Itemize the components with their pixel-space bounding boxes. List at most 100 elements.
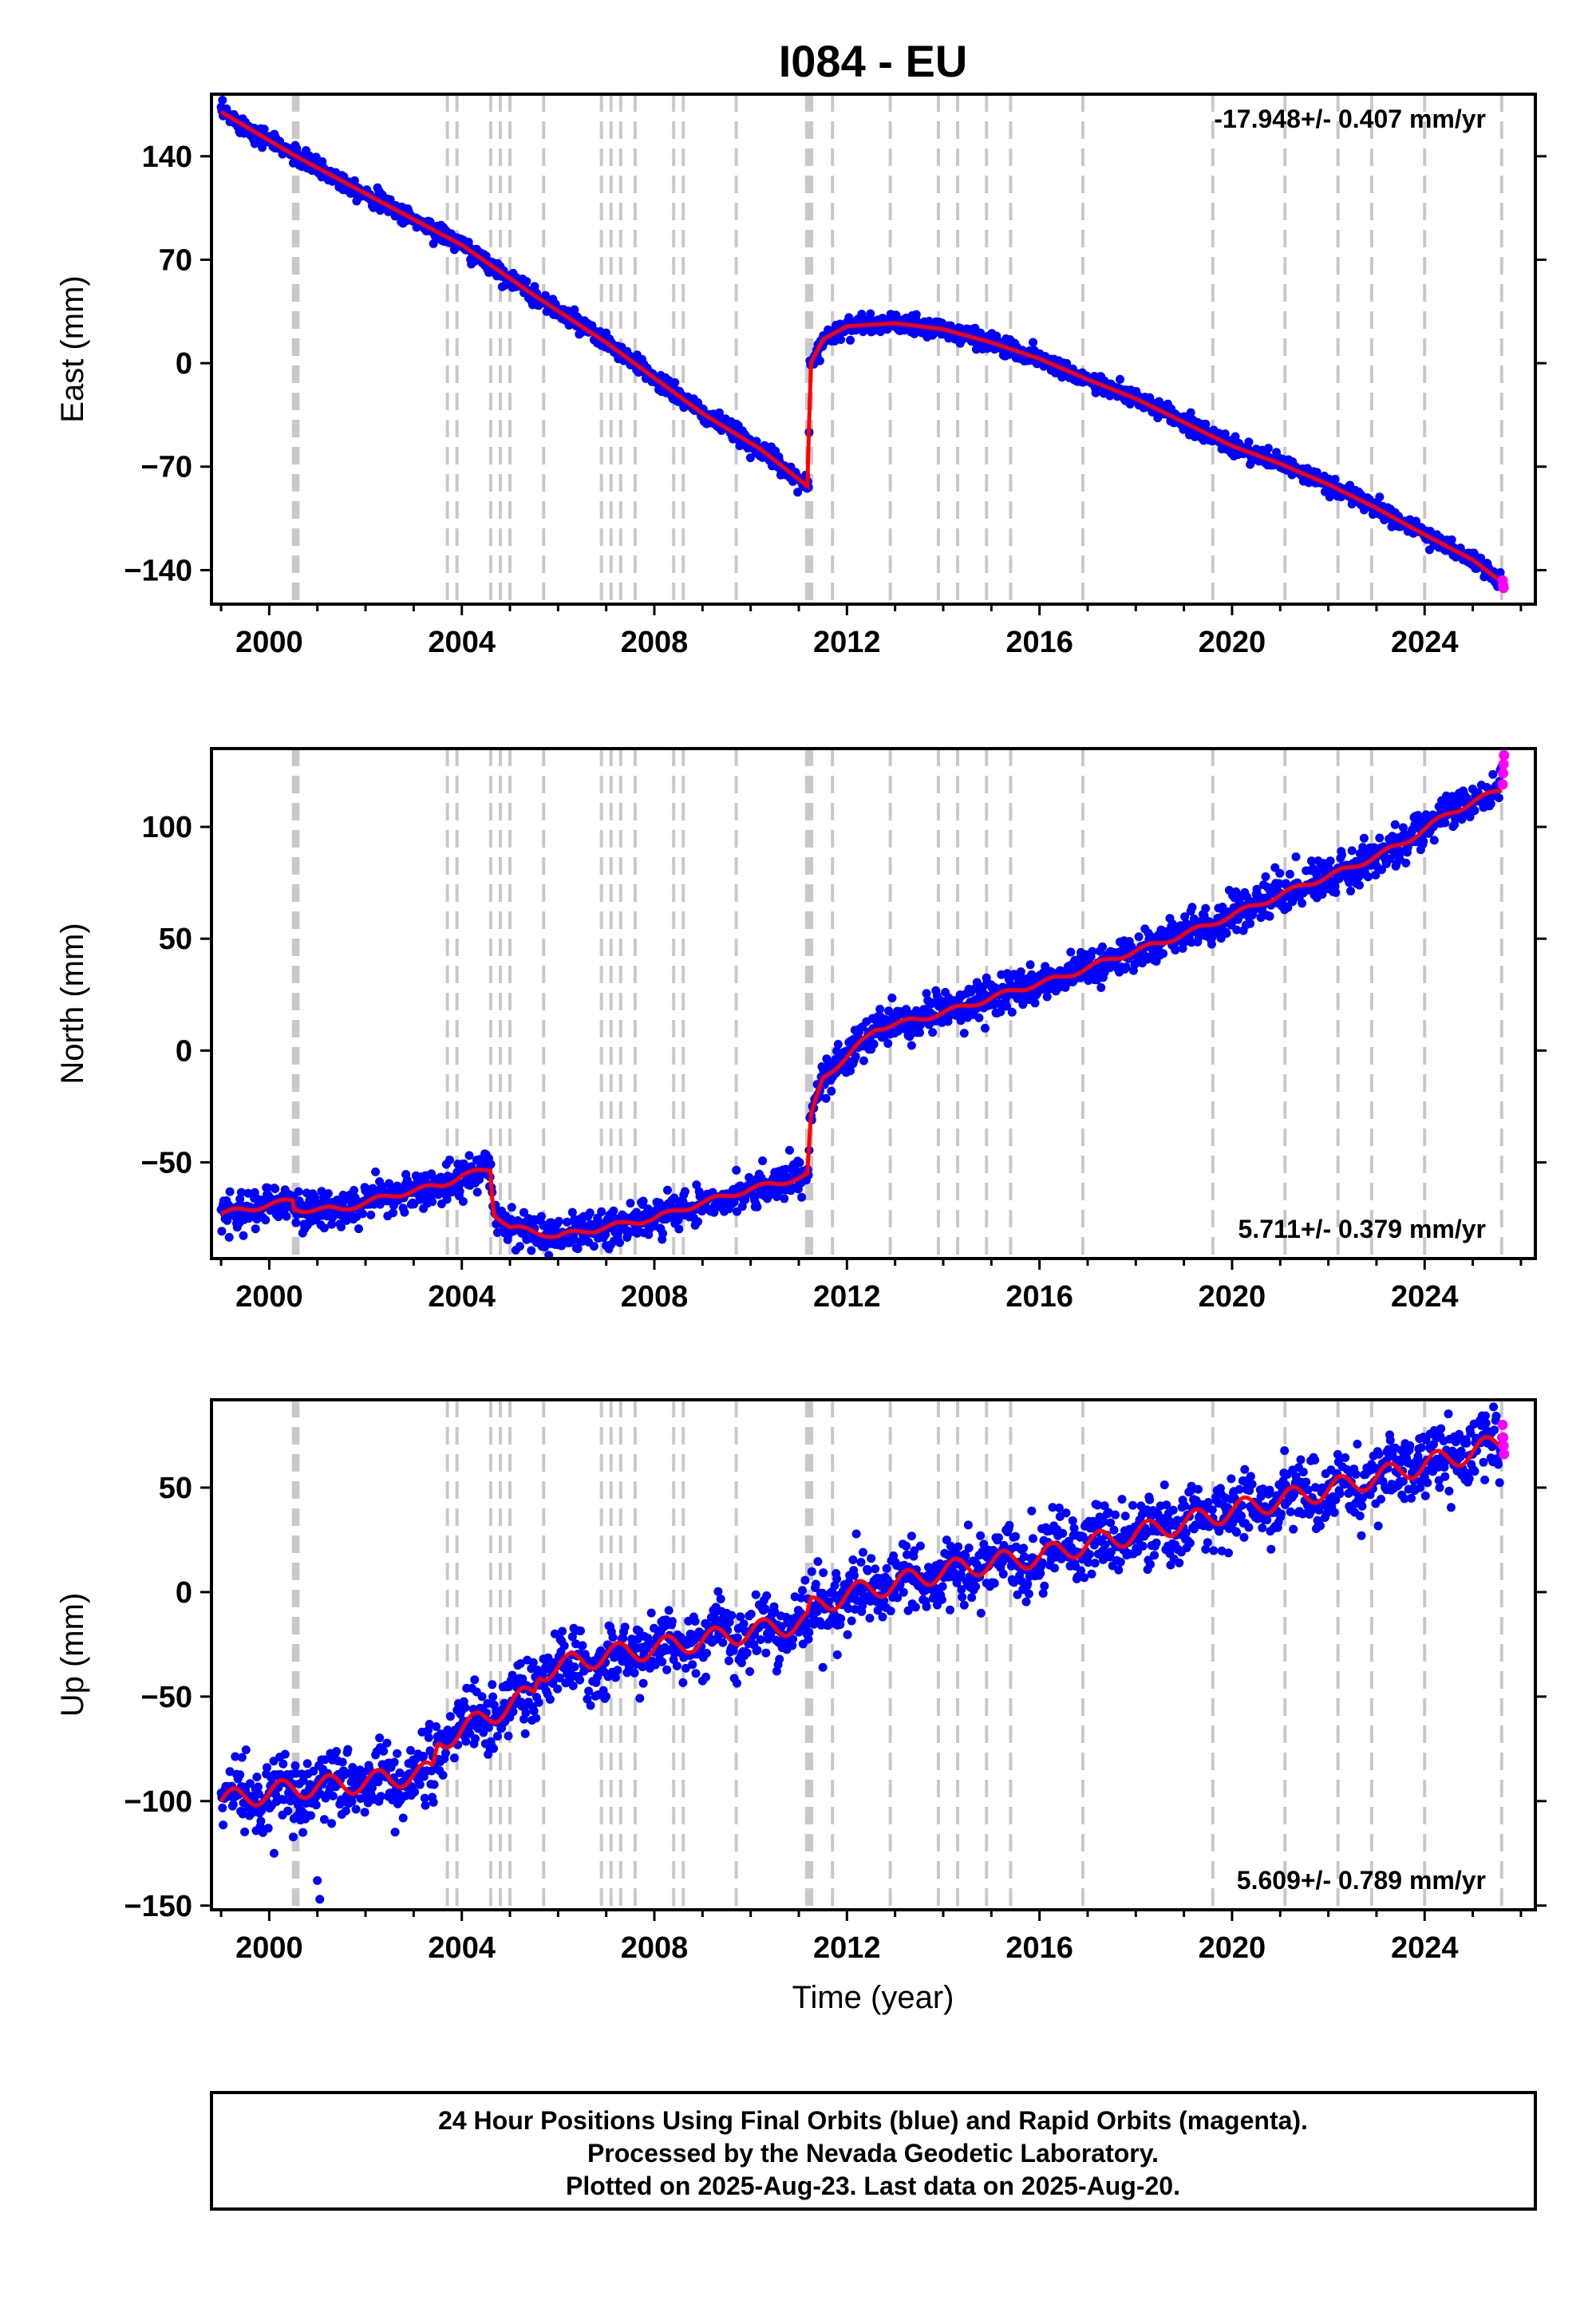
rate-annotation: 5.711+/- 0.379 mm/yr — [1238, 1215, 1486, 1243]
data-point — [358, 1209, 367, 1219]
data-point — [1325, 856, 1335, 866]
data-point — [1116, 374, 1124, 384]
data-point — [753, 1646, 762, 1655]
data-point — [563, 1217, 572, 1227]
data-point — [613, 1666, 622, 1675]
data-point — [1364, 872, 1373, 882]
data-point — [850, 1571, 859, 1580]
data-point — [455, 1187, 464, 1196]
data-point — [504, 1731, 513, 1741]
x-tick-label: 2004 — [428, 626, 496, 659]
data-point — [534, 1697, 543, 1707]
data-point — [690, 1617, 700, 1626]
final-orbit-points — [216, 762, 1507, 1259]
data-point — [865, 1614, 875, 1623]
rapid-orbit-point — [1499, 749, 1510, 761]
data-point — [309, 1766, 318, 1776]
data-point — [813, 1557, 823, 1567]
data-point — [788, 1641, 797, 1650]
data-point — [715, 408, 724, 417]
data-point — [545, 1694, 555, 1704]
data-point — [608, 1633, 618, 1642]
y-tick-label: 0 — [176, 1034, 192, 1068]
data-point — [568, 1681, 578, 1690]
data-point — [1275, 868, 1285, 878]
data-point — [609, 1206, 618, 1215]
data-point — [298, 1776, 308, 1785]
data-point — [493, 1228, 502, 1237]
data-point — [243, 1188, 253, 1198]
plot-area — [216, 749, 1510, 1259]
data-point — [692, 1180, 701, 1190]
data-point — [508, 1670, 517, 1680]
plot-frame — [210, 93, 1537, 606]
data-point — [419, 1752, 429, 1761]
data-point — [846, 1066, 855, 1076]
data-point — [529, 1706, 539, 1716]
data-point — [1201, 903, 1211, 913]
data-point — [235, 1770, 245, 1780]
data-point — [263, 1763, 271, 1773]
data-point — [812, 1607, 822, 1616]
data-point — [327, 1819, 337, 1828]
final-orbit-points — [216, 96, 1507, 591]
data-point — [464, 1151, 474, 1160]
data-point — [236, 1188, 246, 1197]
data-point — [259, 124, 269, 134]
data-point — [406, 1745, 415, 1755]
data-point — [1317, 890, 1327, 899]
data-point — [981, 1023, 990, 1033]
data-point — [458, 1197, 468, 1206]
data-point — [674, 1215, 683, 1225]
data-point — [846, 335, 855, 345]
data-point — [355, 1765, 365, 1775]
data-point — [1263, 444, 1273, 453]
data-point — [484, 1723, 493, 1733]
data-point — [1030, 998, 1040, 1008]
data-point — [1016, 967, 1025, 977]
data-point — [585, 1208, 595, 1218]
data-point — [569, 1233, 579, 1243]
data-point — [1486, 799, 1495, 808]
data-point — [702, 1649, 711, 1658]
data-point — [531, 1713, 541, 1723]
data-point — [928, 1028, 938, 1037]
data-point — [390, 1828, 400, 1837]
data-point — [350, 176, 359, 185]
data-point — [1447, 535, 1456, 544]
x-tick-label: 2024 — [1391, 626, 1459, 659]
data-point — [732, 1165, 741, 1175]
data-point — [610, 1673, 620, 1682]
data-point — [218, 96, 227, 105]
data-point — [522, 277, 531, 287]
x-tick-label: 2004 — [428, 1280, 496, 1314]
data-point — [251, 1224, 260, 1234]
data-point — [824, 1597, 833, 1607]
data-point — [843, 1630, 852, 1639]
data-point — [488, 1680, 497, 1690]
data-point — [559, 1641, 569, 1650]
data-point — [570, 1662, 579, 1672]
data-point — [764, 1190, 774, 1199]
data-point — [756, 1635, 765, 1644]
data-point — [576, 1626, 585, 1635]
data-point — [658, 1229, 668, 1239]
data-point — [521, 1708, 531, 1717]
data-point — [1088, 947, 1097, 956]
data-point — [432, 1722, 441, 1731]
data-point — [972, 978, 982, 987]
data-point — [922, 989, 931, 998]
data-point — [306, 1780, 315, 1789]
data-point — [1377, 865, 1386, 875]
data-point — [373, 1777, 383, 1787]
data-point — [224, 1232, 234, 1242]
data-point — [915, 1028, 924, 1037]
data-point — [727, 1611, 737, 1620]
data-point — [258, 143, 267, 152]
data-point — [646, 1608, 656, 1618]
y-tick-label: 0 — [176, 347, 192, 381]
data-point — [438, 1770, 448, 1780]
data-point — [780, 1194, 789, 1203]
x-tick-label: 2020 — [1199, 626, 1266, 659]
data-point — [291, 1218, 301, 1227]
